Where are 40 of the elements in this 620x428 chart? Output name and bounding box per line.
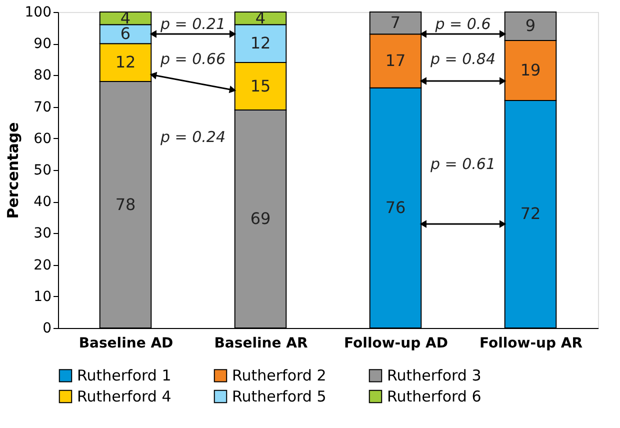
data-label: 12 bbox=[115, 52, 136, 72]
y-tick-label: 100 bbox=[24, 4, 52, 20]
legend-label: Rutherford 1 bbox=[77, 366, 172, 385]
data-label: 69 bbox=[250, 208, 271, 228]
legend-label: Rutherford 4 bbox=[77, 388, 172, 406]
data-label: 4 bbox=[255, 8, 266, 28]
y-tick-label: 0 bbox=[42, 320, 52, 336]
x-tick-label: Baseline AR bbox=[214, 336, 308, 352]
annotation: p = 0.66 bbox=[159, 50, 226, 68]
y-tick-label: 60 bbox=[34, 130, 52, 147]
data-label: 76 bbox=[385, 198, 406, 217]
data-label: 78 bbox=[115, 194, 136, 214]
x-tick-label: Baseline AD bbox=[78, 336, 174, 352]
data-label: 12 bbox=[250, 34, 271, 53]
annotation: p = 0.6 bbox=[434, 15, 491, 33]
legend-label: Rutherford 6 bbox=[387, 388, 482, 406]
annotation: p = 0.24 bbox=[159, 128, 226, 146]
x-tick-label: Follow-up AR bbox=[479, 336, 583, 352]
y-tick-label: 30 bbox=[34, 226, 52, 242]
y-tick-label: 10 bbox=[34, 288, 52, 305]
annotation: p = 0.61 bbox=[429, 155, 496, 173]
data-label: 9 bbox=[525, 16, 536, 36]
y-tick-label: 90 bbox=[34, 36, 52, 52]
data-label: 17 bbox=[385, 50, 406, 70]
y-tick-label: 50 bbox=[34, 162, 52, 178]
data-label: 19 bbox=[520, 60, 541, 80]
annotation: p = 0.21 bbox=[159, 15, 226, 33]
data-label: 72 bbox=[520, 204, 541, 224]
y-tick-label: 80 bbox=[34, 68, 52, 84]
data-label: 7 bbox=[390, 13, 401, 32]
y-tick-label: 20 bbox=[34, 257, 52, 274]
legend-label: Rutherford 2 bbox=[232, 366, 326, 385]
annotation: p = 0.84 bbox=[429, 50, 496, 68]
y-axis-title: Percentage bbox=[4, 122, 22, 219]
x-tick-label: Follow-up AD bbox=[344, 336, 448, 352]
y-tick-label: 40 bbox=[34, 194, 52, 210]
y-tick-label: 70 bbox=[34, 99, 52, 116]
legend-label: Rutherford 5 bbox=[232, 388, 326, 406]
legend-label: Rutherford 3 bbox=[387, 366, 482, 385]
data-label: 15 bbox=[250, 76, 271, 96]
